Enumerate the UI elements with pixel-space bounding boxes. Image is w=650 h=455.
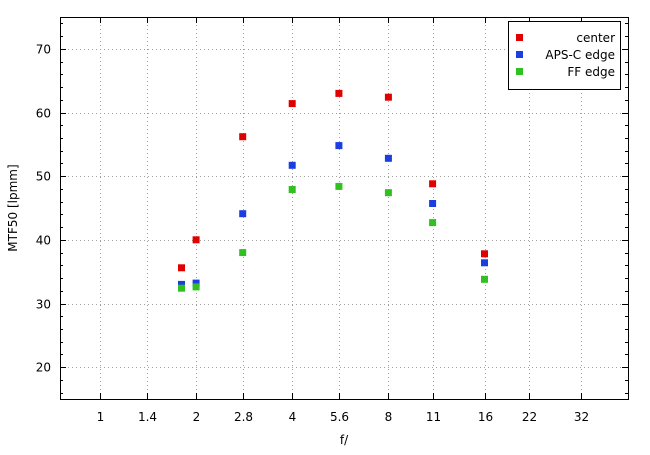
data-point-aps-c-edge: [178, 280, 185, 288]
legend-label: center: [576, 31, 615, 45]
y-tick-label: 50: [36, 170, 51, 184]
data-points: [178, 89, 488, 292]
plot-frame: [60, 17, 629, 400]
data-point-ff-edge: [481, 275, 488, 283]
x-tick-label: 11: [426, 410, 441, 424]
legend-swatch: [516, 51, 523, 58]
x-tick-label: 4: [289, 410, 297, 424]
x-tick-label: 5.6: [330, 410, 349, 424]
data-point-ff-edge: [429, 219, 437, 227]
data-point-center: [384, 93, 392, 101]
legend-swatch: [516, 34, 523, 41]
y-tick-label: 70: [36, 43, 51, 57]
x-tick-label: 32: [574, 410, 589, 424]
y-axis-label: MTF50 [lpmm]: [6, 164, 20, 251]
x-tick-label: 8: [385, 410, 393, 424]
data-point-aps-c-edge: [384, 154, 392, 162]
x-tick-label: 1: [97, 410, 105, 424]
data-point-aps-c-edge: [192, 279, 200, 287]
y-tick-label: 20: [36, 361, 51, 375]
y-tick-labels: 20 30 40 50 60 70: [36, 43, 51, 375]
x-tick-label: 2.8: [234, 410, 253, 424]
y-tick-label: 60: [36, 107, 51, 121]
data-point-aps-c-edge: [335, 142, 343, 150]
data-point-ff-edge: [239, 249, 247, 257]
data-point-center: [335, 89, 343, 97]
x-tick-label: 2: [193, 410, 201, 424]
data-point-ff-edge: [192, 283, 200, 291]
data-point-aps-c-edge: [239, 210, 247, 218]
data-point-center: [288, 100, 296, 108]
data-point-aps-c-edge: [288, 161, 296, 169]
x-tick-labels: 1 1.4 2 2.8 4 5.6 8 11 16 22 32: [97, 410, 589, 424]
data-point-ff-edge: [288, 186, 296, 193]
data-point-center: [192, 236, 200, 244]
data-point-ff-edge: [384, 189, 392, 197]
legend-box: [508, 21, 621, 90]
x-tick-label: 16: [478, 410, 493, 424]
data-point-aps-c-edge: [481, 259, 488, 267]
legend-swatch: [516, 68, 523, 75]
y-tick-label: 40: [36, 234, 51, 248]
data-point-ff-edge: [335, 182, 343, 190]
legend: center APS-C edge FF edge: [508, 21, 621, 90]
x-tick-label: 1.4: [138, 410, 157, 424]
data-point-aps-c-edge: [429, 200, 437, 207]
data-point-ff-edge: [178, 284, 185, 292]
data-point-center: [429, 180, 437, 188]
legend-label: FF edge: [567, 65, 615, 79]
x-axis-label: f/: [340, 433, 349, 447]
data-point-center: [481, 250, 488, 258]
data-point-center: [239, 133, 247, 141]
grid: [60, 17, 628, 399]
legend-label: APS-C edge: [545, 48, 615, 62]
x-tick-label: 22: [522, 410, 537, 424]
data-point-center: [178, 264, 185, 272]
y-tick-label: 30: [36, 298, 51, 312]
